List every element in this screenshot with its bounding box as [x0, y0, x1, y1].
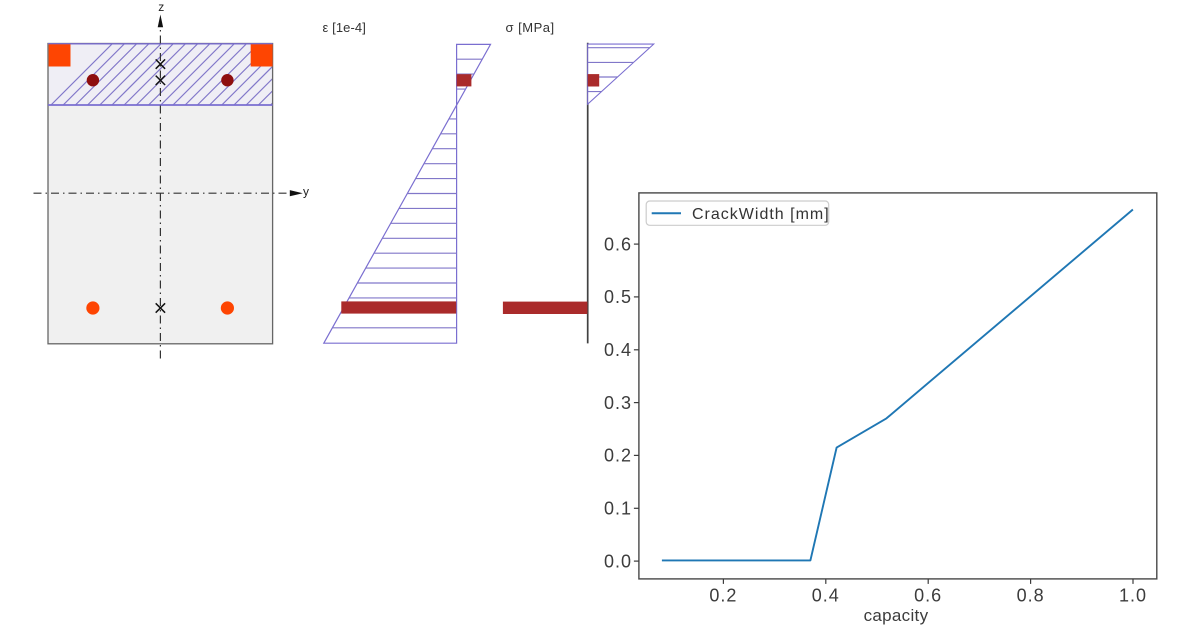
svg-text:y: y — [303, 184, 309, 198]
svg-text:0.0: 0.0 — [604, 551, 632, 571]
svg-text:0.6: 0.6 — [914, 585, 942, 605]
svg-text:ε [1e-4]: ε [1e-4] — [323, 20, 366, 35]
svg-text:0.1: 0.1 — [604, 499, 632, 519]
svg-text:1.0: 1.0 — [1119, 585, 1147, 605]
svg-text:capacity: capacity — [864, 606, 929, 625]
svg-text:0.5: 0.5 — [604, 287, 632, 307]
svg-text:0.2: 0.2 — [604, 446, 632, 466]
svg-text:CrackWidth [mm]: CrackWidth [mm] — [692, 206, 830, 223]
svg-text:0.3: 0.3 — [604, 393, 632, 413]
svg-text:0.8: 0.8 — [1017, 585, 1045, 605]
svg-text:z: z — [158, 0, 164, 14]
svg-text:0.2: 0.2 — [709, 585, 737, 605]
svg-text:0.4: 0.4 — [812, 585, 840, 605]
svg-text:σ [MPa]: σ [MPa] — [506, 20, 555, 35]
svg-text:0.6: 0.6 — [604, 234, 632, 254]
svg-text:0.4: 0.4 — [604, 340, 632, 360]
